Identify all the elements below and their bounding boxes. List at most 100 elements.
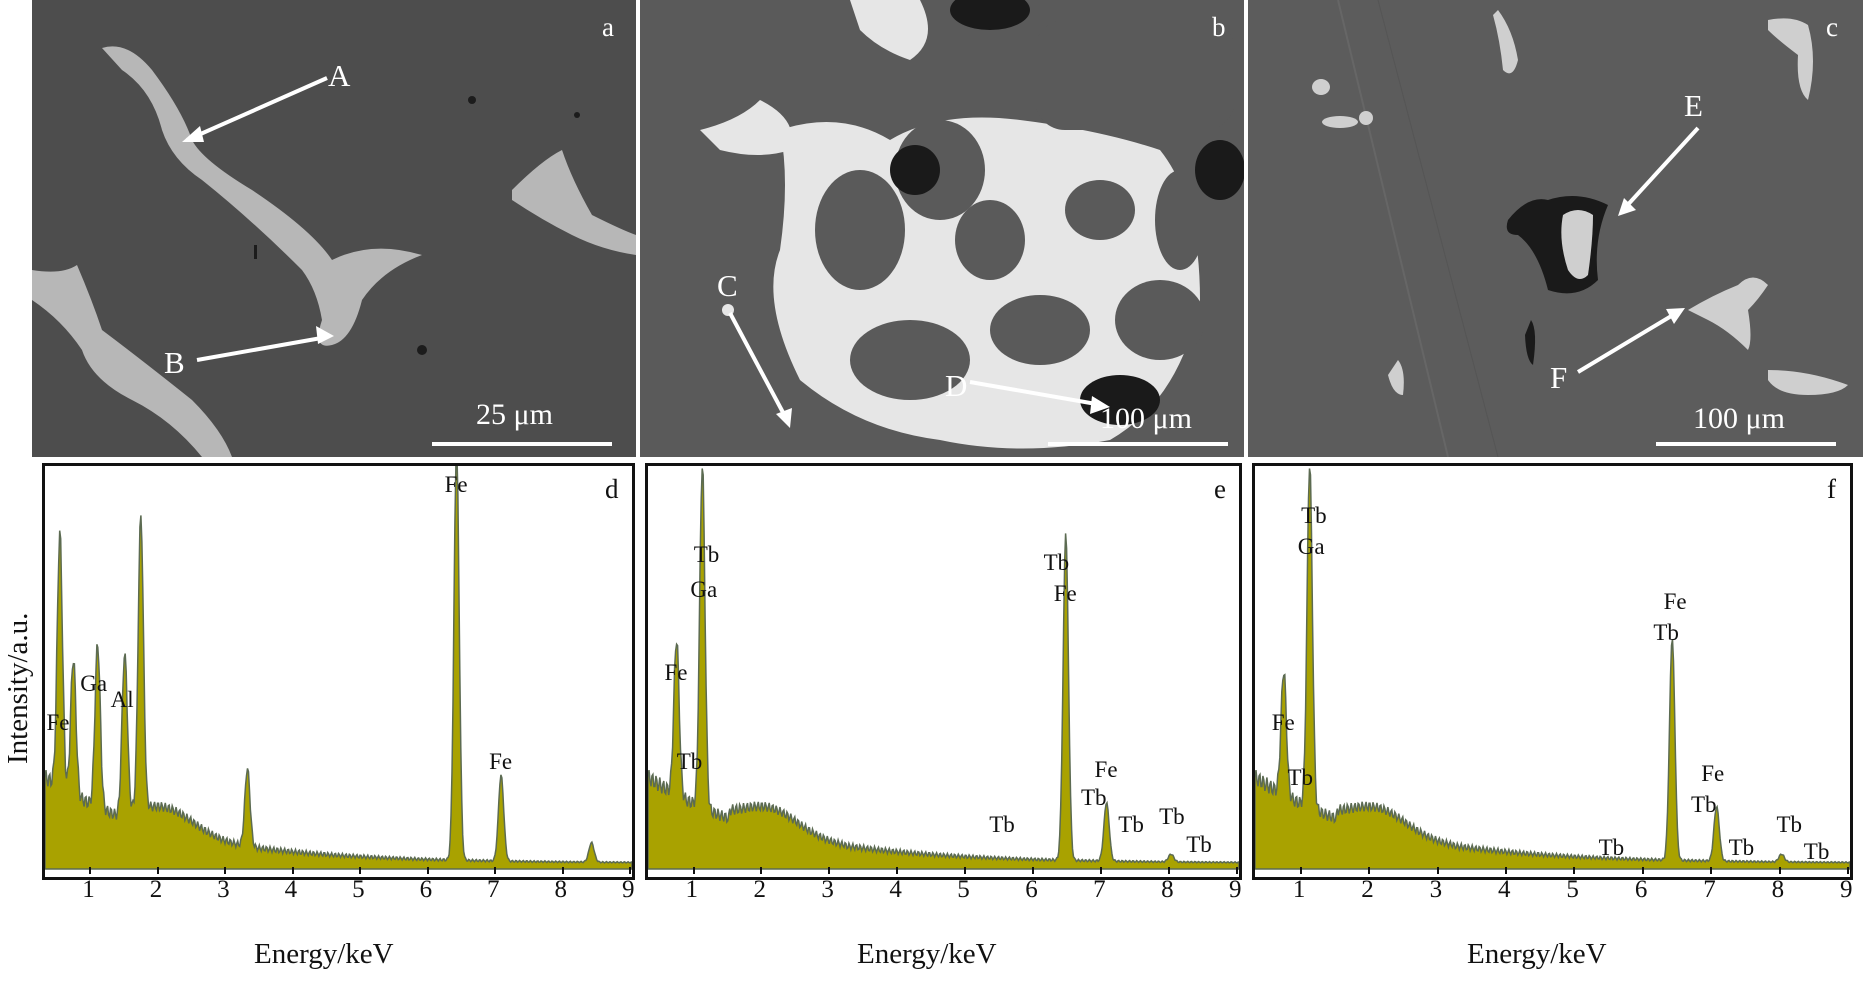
x-tick-mark-d-2: [156, 867, 159, 874]
x-tick-mark-e-6: [1032, 867, 1035, 874]
peak-label-e-11: Tb: [1186, 831, 1212, 857]
scale-bar-label-c: 100 μm: [1693, 402, 1785, 435]
x-tick-mark-e-3: [828, 867, 831, 874]
x-tick-mark-e-4: [896, 867, 899, 874]
peak-label-f-9: Tb: [1728, 835, 1755, 861]
point-label-b-1: D: [945, 368, 968, 403]
eds-spectrum-d: d Fe Ga Al Fe Fe: [42, 463, 635, 880]
peak-label-e-7: Fe: [1094, 757, 1118, 783]
x-axis-label-d: Energy/keV: [254, 938, 394, 970]
peak-label-f-6: Tb: [1598, 835, 1625, 861]
sem-micrograph-c: [1248, 0, 1863, 457]
x-tick-d-4: 4: [284, 876, 298, 903]
sem-micrograph-b: [640, 0, 1244, 457]
x-tick-e-8: 8: [1161, 876, 1174, 903]
x-tick-f-4: 4: [1498, 876, 1511, 903]
peak-label-e-3: Tb: [676, 749, 703, 775]
panel-label-e: e: [1214, 474, 1226, 504]
x-tick-mark-d-4: [291, 867, 294, 874]
scale-bar-label-a: 25 μm: [476, 398, 553, 431]
x-tick-e-2: 2: [753, 876, 766, 903]
x-tick-e-6: 6: [1025, 876, 1038, 903]
peak-label-d-4: Fe: [489, 749, 513, 775]
x-tick-mark-f-6: [1641, 867, 1644, 874]
peak-label-e-1: Tb: [693, 542, 720, 568]
peak-label-f-3: Tb: [1287, 765, 1314, 791]
x-tick-mark-f-8: [1778, 867, 1781, 874]
point-label-c-1: F: [1550, 360, 1568, 395]
x-tick-d-2: 2: [149, 876, 163, 903]
spectrum-area-d: [45, 466, 632, 870]
point-label-a-1: B: [164, 345, 185, 380]
peak-label-e-9: Tb: [1118, 811, 1144, 837]
x-tick-e-1: 1: [685, 876, 699, 903]
scale-bar-b: [1048, 442, 1228, 446]
x-tick-mark-d-3: [224, 867, 227, 874]
x-tick-e-4: 4: [889, 876, 902, 903]
x-tick-mark-d-6: [426, 867, 429, 874]
x-tick-d-6: 6: [419, 876, 433, 903]
peak-label-d-3: Fe: [444, 471, 468, 497]
x-tick-mark-e-1: [692, 867, 695, 874]
x-tick-d-9: 9: [622, 876, 635, 903]
x-tick-f-9: 9: [1840, 876, 1853, 903]
x-tick-e-5: 5: [957, 876, 970, 903]
x-tick-mark-e-9: [1236, 867, 1238, 874]
point-label-c-0: E: [1684, 88, 1703, 123]
x-tick-f-8: 8: [1771, 876, 1785, 903]
peak-label-f-2: Fe: [1271, 710, 1295, 736]
x-tick-d-5: 5: [352, 876, 365, 903]
peak-label-d-2: Al: [110, 686, 134, 712]
x-tick-mark-f-9: [1847, 867, 1849, 874]
sem-image-b: C D b 100 μm: [640, 0, 1244, 457]
peak-label-f-11: Tb: [1803, 839, 1830, 865]
x-tick-mark-d-7: [494, 867, 497, 874]
point-label-b-0: C: [717, 268, 738, 303]
panel-label-c: c: [1826, 12, 1838, 42]
x-tick-mark-f-2: [1368, 867, 1371, 874]
y-axis-label: Intensity/a.u.: [2, 612, 34, 764]
x-tick-mark-d-1: [89, 867, 92, 874]
scale-bar-a: [432, 442, 612, 446]
peak-label-e-2: Ga: [690, 577, 718, 603]
x-tick-mark-f-7: [1710, 867, 1713, 874]
x-tick-mark-f-4: [1505, 867, 1508, 874]
panel-label-b: b: [1212, 12, 1226, 42]
point-label-a-0: A: [328, 58, 351, 93]
x-tick-d-3: 3: [217, 876, 230, 903]
eds-spectrum-e: e Fe Tb Ga Tb Tb Fe Tb Fe Tb Tb Tb Tb: [645, 463, 1242, 880]
eds-spectrum-f: f Tb Ga Fe Tb Fe Tb Tb Fe Tb Tb Tb Tb: [1252, 463, 1853, 880]
x-tick-mark-e-7: [1100, 867, 1103, 874]
x-tick-mark-f-5: [1573, 867, 1576, 874]
x-tick-d-1: 1: [82, 876, 95, 903]
x-tick-e-3: 3: [821, 876, 834, 903]
peak-label-f-5: Tb: [1653, 620, 1679, 646]
x-tick-mark-e-5: [964, 867, 967, 874]
eds-plot-d: [45, 466, 632, 870]
x-tick-f-3: 3: [1429, 876, 1443, 903]
peak-label-f-7: Fe: [1701, 761, 1725, 787]
panel-label-f: f: [1827, 474, 1836, 504]
x-tick-mark-d-9: [629, 867, 631, 874]
x-axis-label-f: Energy/keV: [1467, 938, 1607, 970]
peak-label-e-4: Tb: [1043, 550, 1070, 576]
peak-label-e-6: Tb: [989, 811, 1015, 837]
x-tick-mark-f-3: [1436, 867, 1439, 874]
x-tick-e-9: 9: [1229, 876, 1242, 903]
panel-label-a: a: [602, 12, 614, 42]
x-tick-e-7: 7: [1093, 876, 1106, 903]
x-tick-mark-e-2: [760, 867, 763, 874]
peak-label-e-5: Fe: [1053, 581, 1077, 607]
x-tick-f-2: 2: [1361, 876, 1374, 903]
scale-bar-label-b: 100 μm: [1100, 402, 1192, 435]
panel-label-d: d: [605, 474, 619, 504]
peak-label-f-4: Fe: [1663, 589, 1687, 615]
scale-bar-c: [1656, 442, 1836, 446]
x-tick-d-7: 7: [487, 876, 500, 903]
x-tick-f-7: 7: [1703, 876, 1716, 903]
x-tick-mark-d-8: [561, 867, 564, 874]
x-tick-f-1: 1: [1292, 876, 1306, 903]
peak-label-d-1: Ga: [80, 671, 108, 697]
peak-label-e-8: Tb: [1080, 784, 1107, 810]
peak-label-f-8: Tb: [1690, 792, 1717, 818]
